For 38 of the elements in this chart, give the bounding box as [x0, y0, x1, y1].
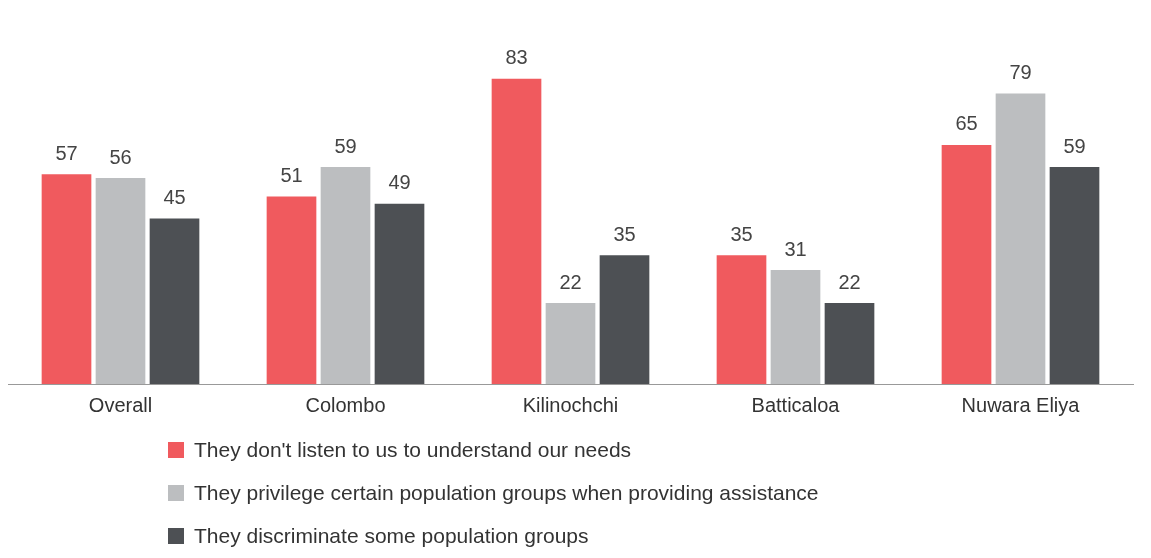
bar: [770, 269, 821, 384]
bar: [95, 178, 146, 384]
bar: [545, 303, 596, 384]
bar: [1049, 167, 1100, 384]
x-tick-label: Nuwara Eliya: [961, 393, 1081, 416]
legend-label: They privilege certain population groups when providing assistance: [194, 480, 819, 505]
bar: [266, 196, 317, 384]
bar: [716, 255, 767, 384]
data-label: 79: [1009, 60, 1032, 83]
data-label: 59: [334, 134, 357, 157]
bar: [374, 203, 425, 384]
data-label: 45: [163, 186, 186, 209]
data-label: 22: [838, 270, 861, 293]
data-label: 31: [784, 237, 807, 260]
bar: [995, 93, 1046, 384]
data-label: 57: [55, 141, 78, 164]
data-label: 49: [388, 171, 411, 194]
bar: [599, 255, 650, 384]
bar: [149, 218, 200, 384]
data-label: 22: [559, 270, 582, 293]
x-tick-label: Batticaloa: [751, 393, 841, 416]
data-label: 59: [1063, 134, 1086, 157]
x-tick-label: Overall: [88, 393, 153, 416]
x-tick-label: Colombo: [305, 393, 386, 416]
data-label: 51: [280, 163, 303, 186]
x-tick-label: Kilinochchi: [522, 393, 619, 416]
data-label: 35: [613, 222, 636, 245]
bar: [320, 167, 371, 384]
bar: [824, 303, 875, 384]
data-label: 65: [955, 112, 978, 135]
bar: [41, 174, 92, 384]
data-label: 35: [730, 222, 753, 245]
data-label: 56: [109, 145, 132, 168]
legend-label: They don't listen to us to understand our needs: [194, 437, 632, 462]
data-label: 83: [505, 46, 528, 69]
bar: [941, 144, 992, 384]
bar: [491, 78, 542, 384]
legend-label: They discriminate some population groups: [194, 523, 589, 548]
